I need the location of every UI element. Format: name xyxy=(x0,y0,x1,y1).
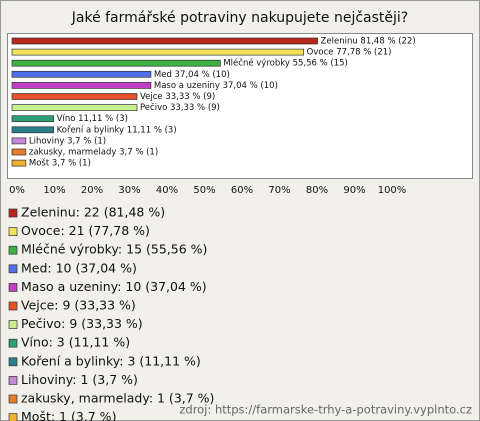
x-tick-label: 30% xyxy=(118,185,140,196)
value-label: Lihoviny 3,7 % (1) xyxy=(29,136,106,146)
legend-label: Zeleninu: 22 (81,48 %) xyxy=(21,205,165,220)
value-label: Koření a bylinky 11,11 % (3) xyxy=(57,125,177,135)
legend-label: Lihoviny: 1 (3,7 %) xyxy=(21,372,138,387)
x-tick-label: 80% xyxy=(306,185,328,196)
x-tick-label: 20% xyxy=(81,185,103,196)
bar xyxy=(11,115,55,123)
value-label: Pečivo 33,33 % (9) xyxy=(140,102,220,113)
value-label: zakusky, marmelady 3,7 % (1) xyxy=(29,148,158,158)
x-tick-label: 10% xyxy=(43,185,65,196)
legend-label: Maso a uzeniny: 10 (37,04 %) xyxy=(21,279,207,294)
source: zdroj: https://farmarske-trhy-a-potravin… xyxy=(179,403,472,417)
x-tick-label: 0% xyxy=(9,185,25,196)
legend-swatch xyxy=(8,320,18,329)
legend-swatch xyxy=(8,338,18,348)
legend-label: Mléčné výrobky: 15 (55,56 %) xyxy=(21,242,207,257)
value-label: Maso a uzeniny 37,04 % (10) xyxy=(154,81,278,91)
bar xyxy=(11,70,152,78)
legend-label: Vejce: 9 (33,33 %) xyxy=(21,298,136,313)
bar xyxy=(11,59,221,67)
value-label: Mošt 3,7 % (1) xyxy=(29,158,91,169)
chart-title: Jaké farmářské potraviny nakupujete nejč… xyxy=(71,10,408,26)
legend-label: Ovoce: 21 (77,78 %) xyxy=(21,223,150,238)
bar xyxy=(11,159,27,167)
legend-swatch xyxy=(8,245,18,255)
legend-label: Med: 10 (37,04 %) xyxy=(21,260,137,275)
legend-label: Pečivo: 9 (33,33 %) xyxy=(21,316,143,331)
bar xyxy=(11,48,305,56)
value-label: Mléčné výrobky 55,56 % (15) xyxy=(223,58,348,69)
x-tick-label: 60% xyxy=(231,185,253,196)
bar xyxy=(11,126,55,134)
value-label: Víno 11,11 % (3) xyxy=(57,114,128,124)
legend-label: zakusky, marmelady: 1 (3,7 %) xyxy=(21,391,214,406)
bar xyxy=(11,82,152,89)
bar xyxy=(11,104,138,111)
x-tick-label: 100% xyxy=(378,185,407,196)
legend-label: Víno: 3 (11,11 %) xyxy=(21,335,130,350)
bar xyxy=(11,137,27,145)
legend-swatch xyxy=(8,301,18,311)
legend-swatch xyxy=(8,264,18,274)
x-tick-label: 50% xyxy=(193,185,215,196)
bar xyxy=(11,37,318,45)
legend-swatch xyxy=(8,394,18,404)
x-tick-label: 90% xyxy=(343,185,365,196)
legend-swatch xyxy=(8,413,18,421)
value-label: Vejce 33,33 % (9) xyxy=(140,92,215,102)
legend-swatch xyxy=(8,376,18,385)
legend-swatch xyxy=(8,227,18,236)
legend-swatch xyxy=(8,357,18,367)
legend-label: Koření a bylinky: 3 (11,11 %) xyxy=(21,353,201,368)
value-label: Zeleninu 81,48 % (22) xyxy=(321,37,416,47)
legend-swatch xyxy=(8,208,18,218)
value-label: Med 37,04 % (10) xyxy=(154,70,230,80)
legend-swatch xyxy=(8,283,18,292)
x-tick-label: 70% xyxy=(268,185,290,196)
legend-label: Mošt: 1 (3,7 %) xyxy=(21,409,116,421)
bar xyxy=(11,93,138,100)
x-tick-label: 40% xyxy=(156,185,178,196)
value-label: Ovoce 77,78 % (21) xyxy=(307,48,392,58)
bar xyxy=(11,148,27,156)
